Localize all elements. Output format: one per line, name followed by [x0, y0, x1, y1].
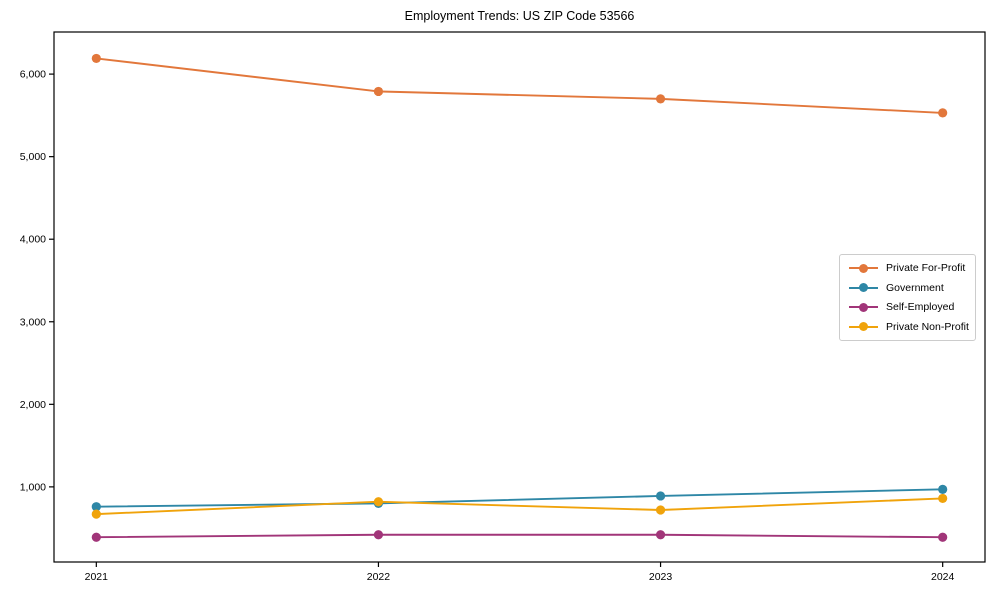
legend-label: Self-Employed: [886, 301, 955, 314]
y-tick-label: 5,000: [20, 151, 46, 163]
data-point-self-employed: [91, 532, 101, 542]
axes-frame: [53, 31, 986, 563]
data-point-government: [655, 491, 666, 501]
legend-line-marker-icon: [849, 263, 878, 273]
data-point-private-non-profit: [655, 505, 666, 515]
data-point-self-employed: [655, 530, 666, 540]
data-point-private-non-profit: [373, 497, 384, 507]
series-line-private-for-profit: [96, 57, 943, 114]
y-tick-label: 3,000: [20, 316, 46, 328]
y-tick-label: 1,000: [20, 481, 46, 493]
y-tick-label: 4,000: [20, 234, 46, 246]
data-point-private-non-profit: [938, 493, 948, 504]
legend-item-private-for-profit: Private For-Profit: [849, 262, 966, 274]
legend-line-marker-icon: [849, 322, 878, 332]
legend-item-self-employed: Self-Employed: [849, 301, 966, 313]
y-tick-label: 6,000: [20, 69, 46, 81]
chart-title: Employment Trends: US ZIP Code 53566: [404, 9, 635, 23]
legend: Private For-Profit Government Self-Employe…: [839, 254, 976, 341]
series-line-private-non-profit: [96, 497, 943, 516]
x-tick-label: 2023: [649, 571, 673, 583]
legend-label: Private For-Profit: [886, 262, 966, 274]
series-line-self-employed: [96, 533, 943, 539]
data-point-private-for-profit: [938, 108, 948, 118]
data-point-government: [91, 502, 101, 512]
data-point-private-for-profit: [91, 53, 101, 64]
legend-line-marker-icon: [849, 302, 878, 312]
legend-label: Government: [886, 281, 944, 294]
x-tick-label: 2021: [85, 571, 109, 583]
legend-label: Private Non-Profit: [886, 320, 969, 333]
legend-line-marker-icon: [849, 283, 878, 293]
data-point-self-employed: [938, 532, 948, 542]
legend-item-private-non-profit: Private Non-Profit: [849, 320, 969, 333]
data-point-self-employed: [373, 530, 384, 540]
legend-item-government: Government: [849, 282, 966, 294]
data-point-private-for-profit: [655, 94, 666, 104]
x-tick-label: 2022: [367, 571, 391, 583]
data-point-government: [938, 484, 948, 494]
x-tick-label: 2024: [931, 571, 955, 583]
data-point-private-non-profit: [91, 509, 101, 519]
y-tick-label: 2,000: [20, 399, 46, 411]
series-line-government: [96, 488, 943, 508]
data-point-private-for-profit: [373, 86, 384, 97]
